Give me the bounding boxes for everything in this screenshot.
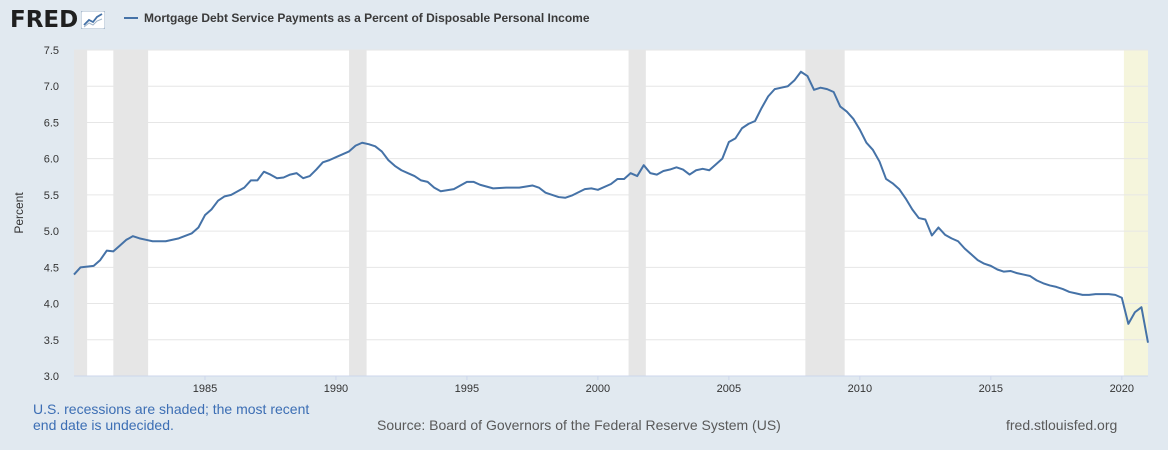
y-axis-label: Percent <box>12 192 26 234</box>
legend-line-swatch <box>124 17 138 19</box>
fred-logo[interactable]: FRED <box>10 6 106 34</box>
x-tick-label: 2010 <box>848 383 872 395</box>
plot-area <box>74 50 1148 376</box>
x-tick-label: 2015 <box>979 383 1003 395</box>
x-axis-ticks: 1985 1990 1995 2000 2005 2010 2015 2020 <box>74 375 1148 395</box>
y-tick-label: 5.5 <box>44 190 59 202</box>
recession-shading <box>74 50 1148 376</box>
x-tick-label: 1990 <box>324 383 348 395</box>
fred-site-link[interactable]: fred.stlouisfed.org <box>1006 417 1118 433</box>
recession-band-0 <box>74 50 88 376</box>
x-tick-label: 1995 <box>455 383 479 395</box>
y-tick-label: 6.0 <box>44 154 59 166</box>
recession-note: U.S. recessions are shaded; the most rec… <box>33 401 310 433</box>
x-tick-label: 2005 <box>717 383 741 395</box>
fred-logo-text: FRED <box>10 7 79 33</box>
y-tick-label: 4.5 <box>44 262 59 274</box>
x-tick-label: 2020 <box>1110 383 1134 395</box>
source-citation: Source: Board of Governors of the Federa… <box>377 417 781 433</box>
y-tick-label: 5.0 <box>44 226 59 238</box>
recession-band-3 <box>628 50 646 376</box>
y-tick-label: 6.5 <box>44 117 59 129</box>
y-tick-label: 3.0 <box>44 371 59 383</box>
legend-series-label: Mortgage Debt Service Payments as a Perc… <box>144 11 590 25</box>
recession-band-4 <box>805 50 845 376</box>
chart-legend: Mortgage Debt Service Payments as a Perc… <box>124 11 590 25</box>
x-tick-label: 1985 <box>193 383 217 395</box>
series-line-mortgage-debt-service <box>73 70 1149 343</box>
fred-chart-icon <box>81 11 106 29</box>
y-tick-label: 4.0 <box>44 299 59 311</box>
x-tick-label: 2000 <box>586 383 610 395</box>
y-tick-label: 7.5 <box>44 45 59 57</box>
y-tick-label: 7.0 <box>44 81 59 93</box>
y-axis-ticks: 3.0 3.5 4.0 4.5 5.0 5.5 6.0 6.5 7.0 7.5 <box>44 45 59 383</box>
y-tick-label: 3.5 <box>44 335 59 347</box>
recession-band-1 <box>113 50 149 376</box>
recession-band-2 <box>349 50 367 376</box>
